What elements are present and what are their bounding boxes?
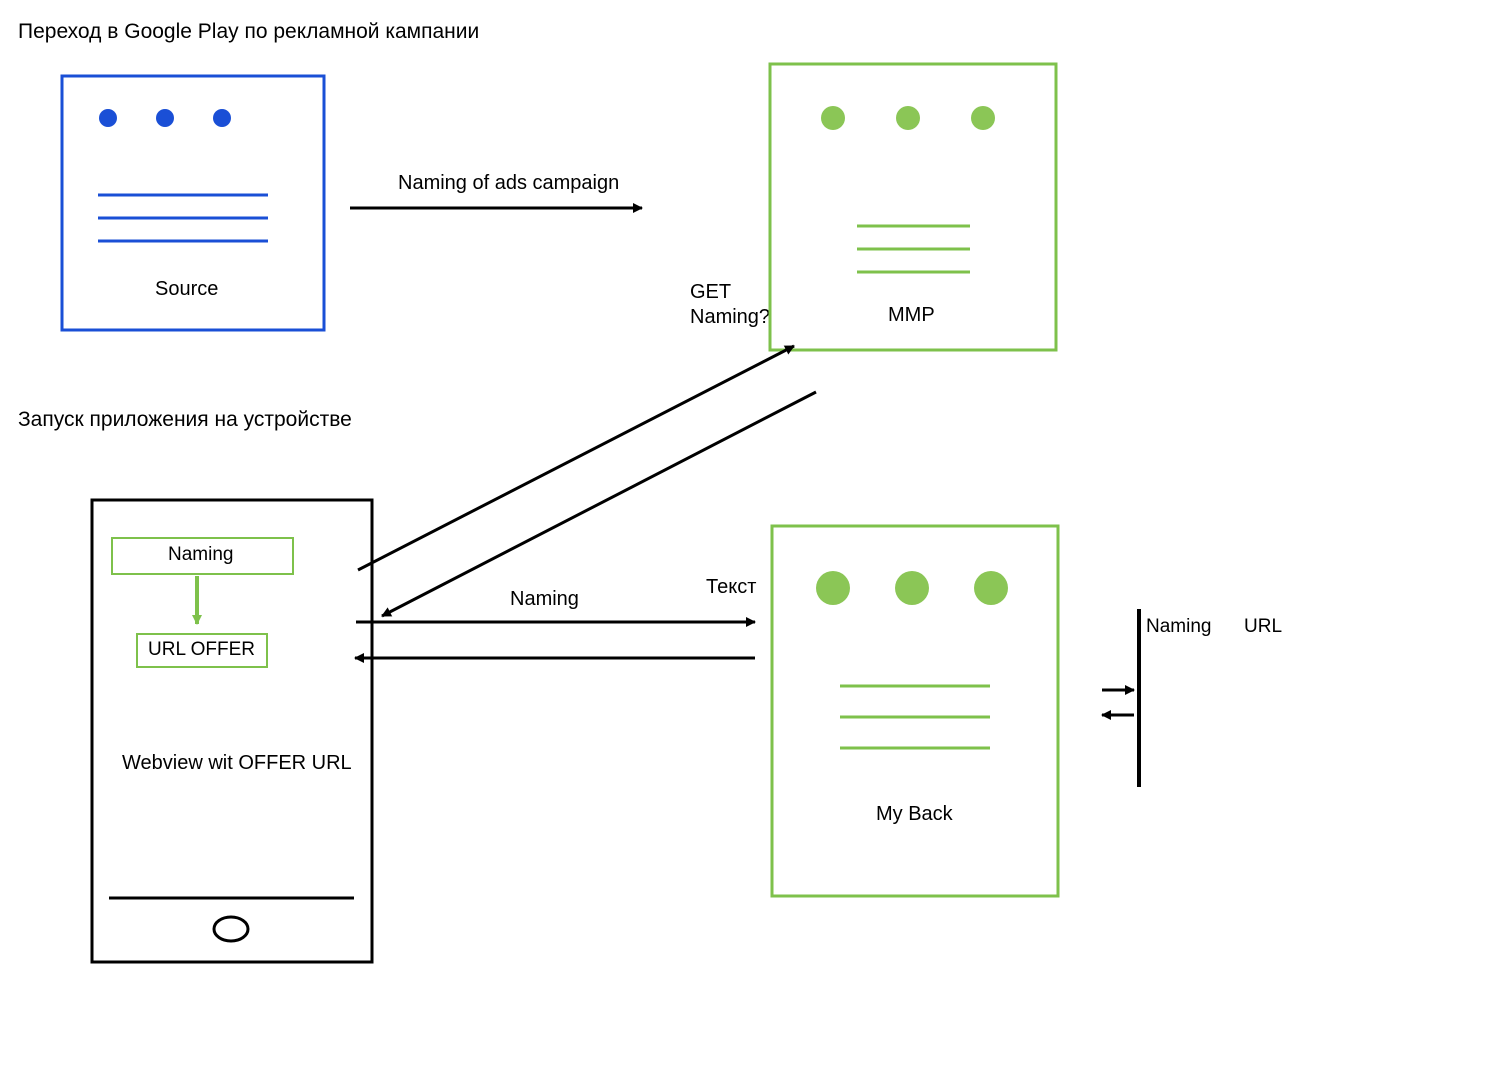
phone-url-offer-label: URL OFFER <box>148 639 255 661</box>
arrow4-label: Naming <box>510 588 579 611</box>
table-header-url: URL <box>1244 616 1282 638</box>
phone-webview-label: Webview wit OFFER URL <box>122 752 352 775</box>
source-label: Source <box>155 278 218 301</box>
phone-naming-label: Naming <box>168 544 233 566</box>
mmp-label: MMP <box>888 304 935 327</box>
heading-1: Переход в Google Play по рекламной кампа… <box>18 20 479 44</box>
arrow1-label: Naming of ads campaign <box>398 172 619 195</box>
tekst-label: Текст <box>706 576 756 599</box>
heading-2: Запуск приложения на устройстве <box>18 408 352 432</box>
table-header-naming: Naming <box>1146 616 1211 638</box>
myback-label: My Back <box>876 803 953 826</box>
arrow2-label: GET Naming? <box>690 280 770 330</box>
diagram-canvas: Переход в Google Play по рекламной кампа… <box>0 0 1498 1086</box>
svg-overlay <box>0 0 1498 1086</box>
